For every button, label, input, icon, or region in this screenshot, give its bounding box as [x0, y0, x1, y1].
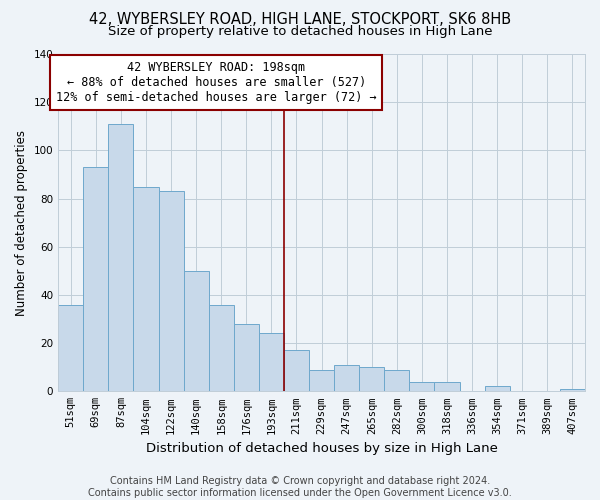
Bar: [83, 167, 109, 392]
Bar: [385, 370, 409, 392]
Bar: [234, 324, 259, 392]
Bar: [184, 271, 209, 392]
Bar: [560, 389, 585, 392]
Text: Contains HM Land Registry data © Crown copyright and database right 2024.
Contai: Contains HM Land Registry data © Crown c…: [88, 476, 512, 498]
X-axis label: Distribution of detached houses by size in High Lane: Distribution of detached houses by size …: [146, 442, 497, 455]
Bar: [434, 382, 460, 392]
Bar: [359, 367, 385, 392]
Text: 42, WYBERSLEY ROAD, HIGH LANE, STOCKPORT, SK6 8HB: 42, WYBERSLEY ROAD, HIGH LANE, STOCKPORT…: [89, 12, 511, 28]
Bar: [58, 304, 83, 392]
Bar: [109, 124, 133, 392]
Bar: [259, 334, 284, 392]
Bar: [409, 382, 434, 392]
Text: 42 WYBERSLEY ROAD: 198sqm
← 88% of detached houses are smaller (527)
12% of semi: 42 WYBERSLEY ROAD: 198sqm ← 88% of detac…: [56, 60, 377, 104]
Bar: [334, 365, 359, 392]
Bar: [209, 304, 234, 392]
Bar: [133, 186, 158, 392]
Bar: [309, 370, 334, 392]
Text: Size of property relative to detached houses in High Lane: Size of property relative to detached ho…: [108, 25, 492, 38]
Y-axis label: Number of detached properties: Number of detached properties: [15, 130, 28, 316]
Bar: [485, 386, 510, 392]
Bar: [158, 192, 184, 392]
Bar: [284, 350, 309, 392]
